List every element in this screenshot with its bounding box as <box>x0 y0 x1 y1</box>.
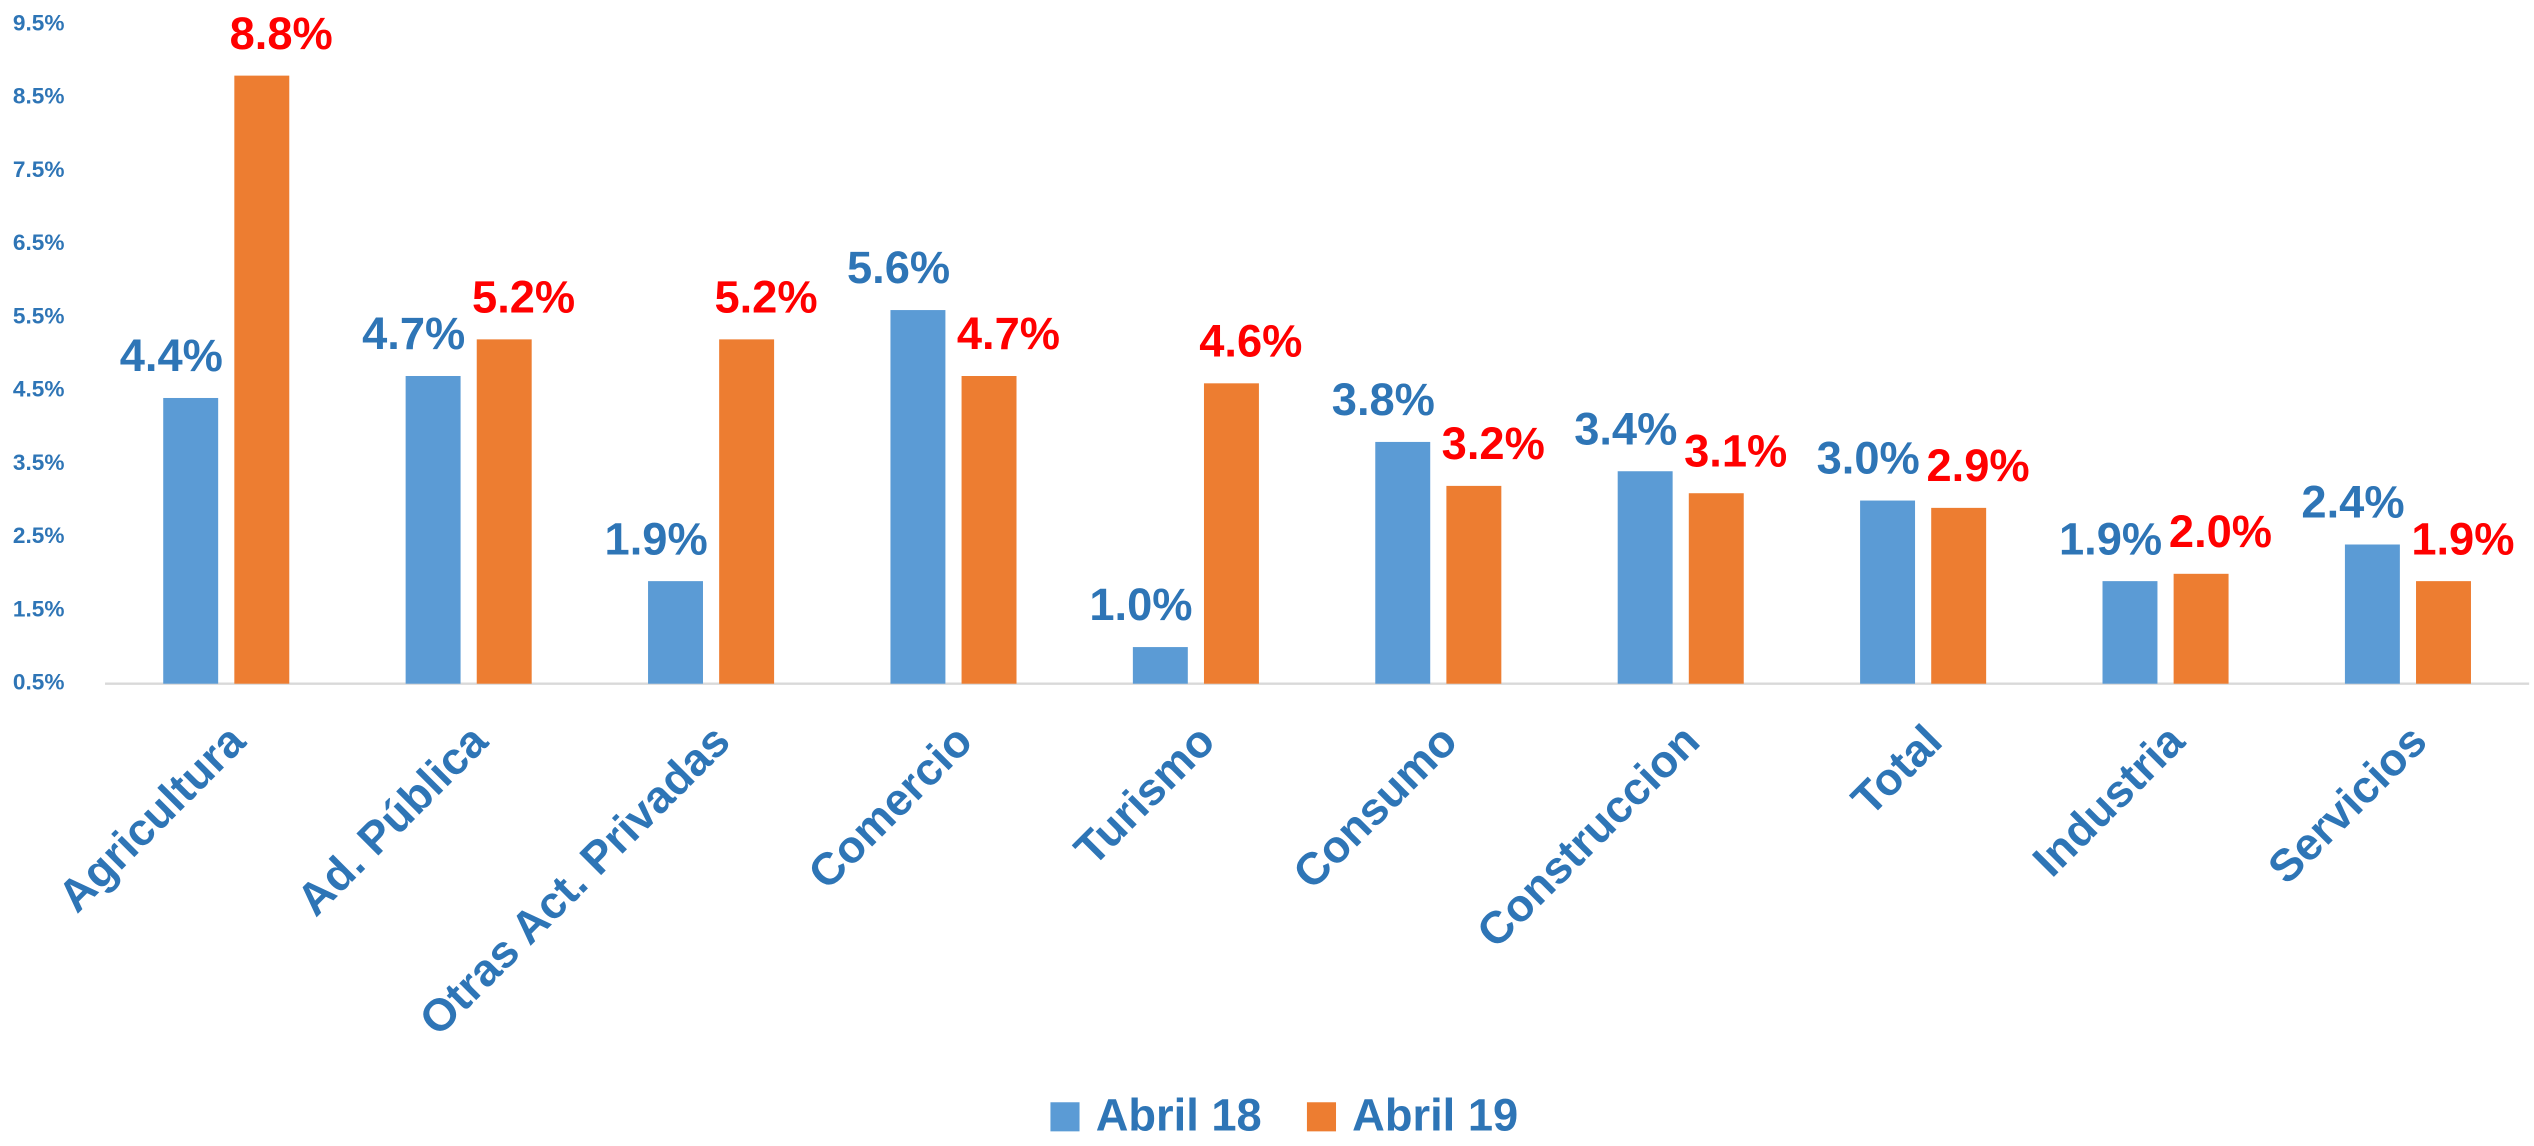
x-tick-label: Ad. Pública <box>287 714 498 925</box>
legend-label: Abril 18 <box>1096 1089 1262 1140</box>
y-tick-label: 8.5% <box>13 84 65 109</box>
data-label: 8.8% <box>230 8 333 59</box>
bar <box>2173 573 2229 684</box>
x-tick-label: Industria <box>2023 714 2195 886</box>
y-tick-label: 7.5% <box>13 157 65 182</box>
data-label: 3.2% <box>1442 418 1545 469</box>
x-tick-label: Construccion <box>1467 715 1709 957</box>
data-label: 5.6% <box>847 242 950 293</box>
y-tick-label: 6.5% <box>13 230 65 255</box>
data-label: 1.0% <box>1089 579 1192 630</box>
bar <box>1132 647 1188 684</box>
x-tick-label: Turismo <box>1064 715 1224 875</box>
y-tick-label: 2.5% <box>13 523 65 548</box>
data-label: 5.2% <box>714 272 817 323</box>
data-label: 4.6% <box>1199 315 1302 366</box>
x-tick-label: Total <box>1841 715 1951 825</box>
bar <box>405 376 461 684</box>
data-label: 3.0% <box>1817 433 1920 484</box>
data-label: 1.9% <box>2411 513 2514 564</box>
data-label: 3.1% <box>1684 425 1787 476</box>
y-tick-label: 1.5% <box>13 596 65 621</box>
bar <box>2102 581 2158 684</box>
data-label: 4.7% <box>362 308 465 359</box>
data-label: 2.0% <box>2169 506 2272 557</box>
x-tick-label: Consumo <box>1283 715 1467 899</box>
data-label: 2.9% <box>1927 440 2030 491</box>
data-label: 3.4% <box>1574 403 1677 454</box>
data-label: 2.4% <box>2301 477 2404 528</box>
bar <box>2344 544 2400 684</box>
data-label: 4.4% <box>120 330 223 381</box>
bar <box>1860 500 1916 684</box>
bar <box>648 581 703 684</box>
y-tick-label: 3.5% <box>13 450 65 475</box>
legend-swatch <box>1306 1102 1337 1132</box>
bar <box>890 310 946 684</box>
bar <box>234 75 290 684</box>
data-label: 4.7% <box>957 308 1060 359</box>
x-tick-label: Servicios <box>2258 715 2436 893</box>
bar <box>719 339 775 684</box>
bar <box>961 376 1017 684</box>
bar <box>1931 507 1987 684</box>
bar <box>163 397 219 684</box>
x-tick-label: Comercio <box>798 715 982 899</box>
bar <box>476 339 532 684</box>
y-tick-label: 0.5% <box>13 670 65 695</box>
data-label: 1.9% <box>2059 513 2162 564</box>
bar <box>2416 581 2471 684</box>
legend-label: Abril 19 <box>1352 1089 1518 1140</box>
bar <box>1203 383 1259 684</box>
x-tick-label: Agricultura <box>48 714 255 921</box>
data-label: 5.2% <box>472 272 575 323</box>
y-tick-label: 4.5% <box>13 377 65 402</box>
y-tick-label: 5.5% <box>13 303 65 328</box>
bar <box>1375 441 1431 684</box>
data-label: 1.9% <box>605 513 708 564</box>
legend-swatch <box>1050 1102 1080 1132</box>
bar <box>1688 493 1744 684</box>
data-label: 3.8% <box>1332 374 1435 425</box>
y-tick-label: 9.5% <box>13 10 65 35</box>
bar <box>1446 485 1502 684</box>
bar <box>1617 471 1673 684</box>
